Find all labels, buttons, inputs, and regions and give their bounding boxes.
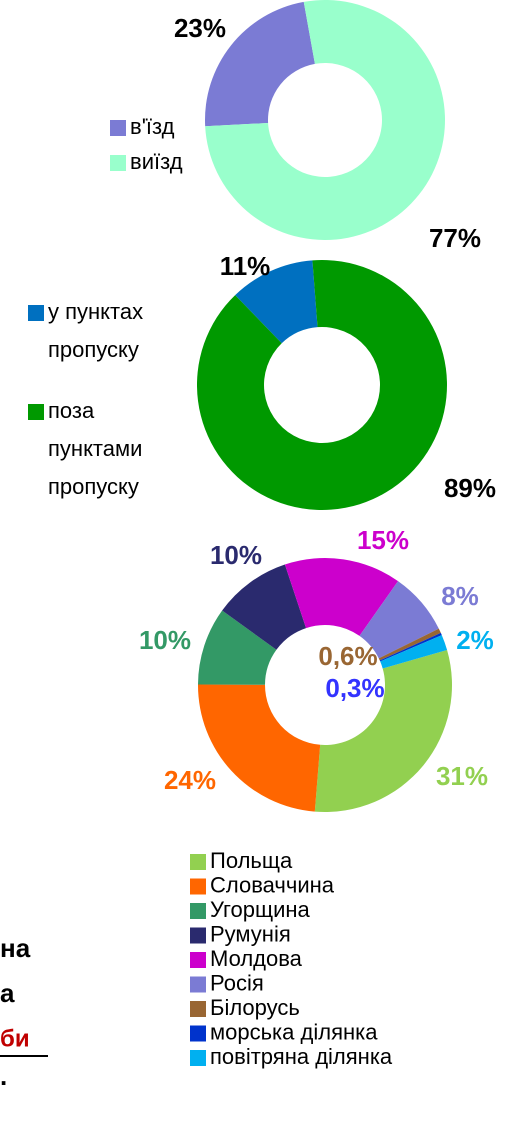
donut-slice	[378, 628, 441, 661]
donut-slice	[205, 1, 315, 127]
legend-line: поза	[48, 398, 95, 423]
donut-slice	[314, 649, 452, 812]
legend-swatch	[190, 1025, 206, 1042]
donut-slice	[197, 684, 321, 812]
data-label: 10%	[139, 625, 191, 655]
legend-swatch	[190, 1001, 206, 1017]
data-label: 77%	[429, 223, 481, 253]
legend-line: Росія	[210, 970, 264, 995]
legend-line: Румунія	[210, 921, 291, 946]
legend-label: морська ділянка	[210, 1019, 378, 1044]
legend-swatch	[190, 1050, 206, 1066]
legend-line: пропуску	[48, 337, 139, 362]
legend-line: в'їзд	[130, 114, 175, 139]
data-label: 11%	[220, 251, 271, 281]
donut-slice	[197, 260, 448, 510]
legend-line: повітряна ділянка	[210, 1044, 393, 1069]
legend-label: виїзд	[130, 149, 183, 174]
fragment: .	[0, 1061, 7, 1091]
legend-line: Словаччина	[210, 872, 335, 897]
legend-swatch	[28, 305, 44, 321]
legend-line: Молдова	[210, 946, 303, 971]
donut-slice	[222, 564, 307, 650]
legend-line: пунктами	[48, 436, 142, 461]
legend-line: морська ділянка	[210, 1019, 378, 1044]
data-label: 0,6%	[318, 641, 377, 671]
fragment: би	[0, 1025, 30, 1052]
data-label: 24%	[164, 765, 216, 795]
legend-line: Угорщина	[210, 897, 311, 922]
data-label: 2%	[456, 625, 494, 655]
donut-slice	[198, 610, 277, 685]
legend-swatch	[110, 155, 126, 171]
legend-swatch	[190, 952, 206, 968]
legend-label: Польща	[210, 848, 293, 873]
legend-line: виїзд	[130, 149, 183, 174]
legend-swatch	[190, 903, 206, 919]
donut-slice	[379, 632, 442, 662]
data-label: 89%	[444, 473, 496, 503]
legend-label: у пунктах пропуску	[48, 299, 143, 362]
donut-slice	[359, 581, 439, 659]
data-label: 31%	[436, 761, 488, 791]
legend-line: пропуску	[48, 474, 139, 499]
legend-swatch	[190, 976, 206, 993]
data-label: 0,3%	[325, 673, 384, 703]
legend-swatch	[190, 878, 206, 895]
donut-slice	[284, 558, 399, 636]
legend-swatch	[110, 120, 126, 136]
legend-label: Молдова	[210, 946, 303, 971]
legend-line: Білорусь	[210, 995, 300, 1020]
legend-swatch	[190, 854, 206, 870]
legend-label: Білорусь	[210, 995, 300, 1020]
legend-label: Словаччина	[210, 872, 335, 897]
legend-label: в'їзд	[130, 114, 175, 139]
donut-slice	[380, 635, 448, 669]
fragment: на	[0, 933, 31, 963]
legend-swatch	[190, 927, 206, 944]
data-label: 15%	[357, 525, 409, 555]
legend-label: поза пунктами пропуску	[48, 398, 142, 499]
legend-line: Польща	[210, 848, 293, 873]
legend-label: Угорщина	[210, 897, 311, 922]
donut-slice	[235, 260, 318, 344]
data-label: 10%	[210, 540, 262, 570]
data-label: 23%	[174, 13, 226, 43]
legend-label: Росія	[210, 970, 264, 995]
data-label: 8%	[441, 581, 479, 611]
legend-swatch	[28, 404, 44, 420]
fragment: а	[0, 978, 15, 1008]
donut-slice	[205, 0, 445, 240]
legend-line: у пунктах	[48, 299, 143, 324]
legend-label: повітряна ділянка	[210, 1044, 393, 1069]
legend-label: Румунія	[210, 921, 291, 946]
